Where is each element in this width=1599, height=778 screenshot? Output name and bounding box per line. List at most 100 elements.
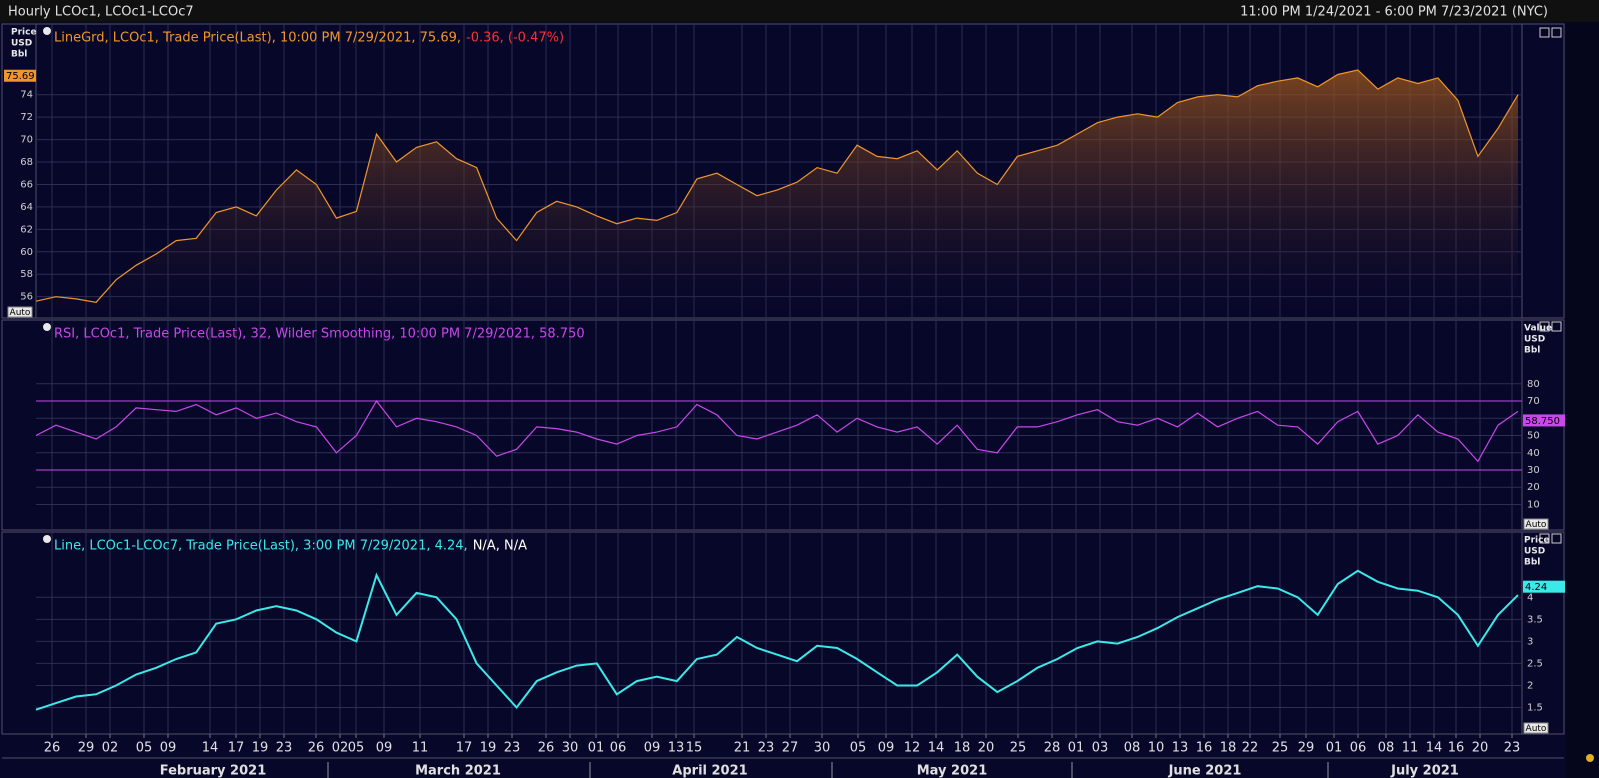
x-tick-label: 05 xyxy=(348,741,365,756)
y-tick-label: 1.5 xyxy=(1527,703,1543,714)
series-line xyxy=(35,569,1519,711)
close-button[interactable] xyxy=(1551,533,1562,544)
legend-text: LineGrd, LCOc1, Trade Price(Last), 10:00… xyxy=(54,31,461,46)
last-value-label: 4.24 xyxy=(1525,582,1547,593)
settings-icon[interactable] xyxy=(1586,754,1594,762)
x-tick-label: 13 xyxy=(1172,741,1189,756)
area-fill xyxy=(36,70,1518,318)
month-label: March 2021 xyxy=(415,764,501,778)
series-line xyxy=(35,399,1519,463)
auto-button[interactable] xyxy=(1523,518,1549,530)
x-tick-label: 11 xyxy=(1402,741,1419,756)
x-tick-label: 06 xyxy=(610,741,627,756)
y-tick-label: 4 xyxy=(1527,592,1533,603)
y-tick-label: 60 xyxy=(20,247,33,258)
x-tick-label: 26 xyxy=(538,741,555,756)
month-label: February 2021 xyxy=(160,764,267,778)
month-label: April 2021 xyxy=(672,764,747,778)
y-axis-label: USD xyxy=(11,39,32,49)
y-axis-label: Value xyxy=(1524,324,1552,334)
x-tick-label: 14 xyxy=(1426,741,1443,756)
series-line xyxy=(35,69,1519,303)
x-tick-label: 19 xyxy=(480,741,497,756)
x-tick-label: 15 xyxy=(686,741,703,756)
legend-icon xyxy=(43,535,51,543)
window-buttons[interactable]: Auto Auto Auto xyxy=(7,27,1562,734)
last-value-label: 58.750 xyxy=(1525,416,1560,427)
x-tick-label: 10 xyxy=(1148,741,1165,756)
x-tick-label: 19 xyxy=(252,741,269,756)
auto-button-label[interactable]: Auto xyxy=(10,308,31,318)
y-tick-label: 62 xyxy=(20,224,33,235)
close-button[interactable] xyxy=(1551,27,1562,38)
x-tick-label: 09 xyxy=(644,741,661,756)
x-tick-label: 23 xyxy=(276,741,293,756)
legend-icon xyxy=(43,27,51,35)
maximize-button[interactable] xyxy=(1539,533,1550,544)
y-tick-label: 70 xyxy=(1527,396,1540,407)
y-tick-label: 74 xyxy=(20,90,33,101)
header-title: Hourly LCOc1, LCOc1-LCOc7 xyxy=(8,5,194,20)
legend-icon xyxy=(43,323,51,331)
x-tick-label: 03 xyxy=(1092,741,1109,756)
x-tick-label: 14 xyxy=(202,741,219,756)
y-axis-label: USD xyxy=(1524,335,1545,345)
x-tick-label: 06 xyxy=(1350,741,1367,756)
x-tick-label: 17 xyxy=(456,741,473,756)
x-tick-label: 02 xyxy=(102,741,119,756)
x-tick-label: 25 xyxy=(1272,741,1289,756)
x-tick-label: 30 xyxy=(814,741,831,756)
x-tick-label: 08 xyxy=(1378,741,1395,756)
y-tick-label: 70 xyxy=(20,135,33,146)
maximize-button[interactable] xyxy=(1539,321,1550,332)
x-tick-label: 12 xyxy=(904,741,921,756)
maximize-button[interactable] xyxy=(1539,27,1550,38)
x-tick-label: 25 xyxy=(1010,741,1027,756)
legend-change: -0.36, (-0.47%) xyxy=(466,31,564,46)
auto-button[interactable] xyxy=(1523,722,1549,734)
x-tick-label: 08 xyxy=(1124,741,1141,756)
x-tick-label: 18 xyxy=(1220,741,1237,756)
y-tick-label: 3 xyxy=(1527,636,1533,647)
close-button[interactable] xyxy=(1551,321,1562,332)
x-tick-label: 23 xyxy=(504,741,521,756)
side-strip xyxy=(1566,22,1599,778)
x-tick-label: 01 xyxy=(1326,741,1343,756)
x-tick-label: 16 xyxy=(1448,741,1465,756)
y-axis-label: Bbl xyxy=(11,50,27,60)
y-tick-label: 58 xyxy=(20,269,33,280)
month-label: May 2021 xyxy=(917,764,988,778)
x-tick-label: 26 xyxy=(44,741,61,756)
auto-button-label[interactable]: Auto xyxy=(1526,520,1547,530)
y-tick-label: 3.5 xyxy=(1527,614,1543,625)
y-axis-label: Bbl xyxy=(1524,558,1540,568)
y-axis-label: Bbl xyxy=(1524,346,1540,356)
x-tick-label: 27 xyxy=(782,741,799,756)
x-tick-label: 22 xyxy=(1242,741,1259,756)
y-tick-label: 66 xyxy=(20,179,33,190)
auto-button-label[interactable]: Auto xyxy=(1526,724,1547,734)
header-bar xyxy=(0,0,1599,22)
x-tick-label: 09 xyxy=(376,741,393,756)
x-tick-label: 11 xyxy=(412,741,429,756)
last-value-label: 75.69 xyxy=(6,71,35,82)
y-tick-label: 2 xyxy=(1527,680,1533,691)
y-tick-label: 2.5 xyxy=(1527,658,1543,669)
y-axis-label: Price xyxy=(11,28,37,38)
y-tick-label: 40 xyxy=(1527,448,1540,459)
y-tick-label: 20 xyxy=(1527,482,1540,493)
x-tick-label: 14 xyxy=(928,741,945,756)
y-tick-label: 10 xyxy=(1527,499,1540,510)
auto-button[interactable] xyxy=(7,306,33,318)
legend-text: Line, LCOc1-LCOc7, Trade Price(Last), 3:… xyxy=(54,539,468,554)
legend-text: RSI, LCOc1, Trade Price(Last), 32, Wilde… xyxy=(54,327,585,342)
y-axis-label: USD xyxy=(1524,547,1545,557)
y-tick-label: 50 xyxy=(1527,431,1540,442)
x-tick-label: 21 xyxy=(734,741,751,756)
x-tick-label: 20 xyxy=(978,741,995,756)
x-tick-label: 28 xyxy=(1044,741,1061,756)
y-tick-label: 64 xyxy=(20,202,33,213)
x-tick-label: 20 xyxy=(1472,741,1489,756)
x-tick-label: 05 xyxy=(136,741,153,756)
